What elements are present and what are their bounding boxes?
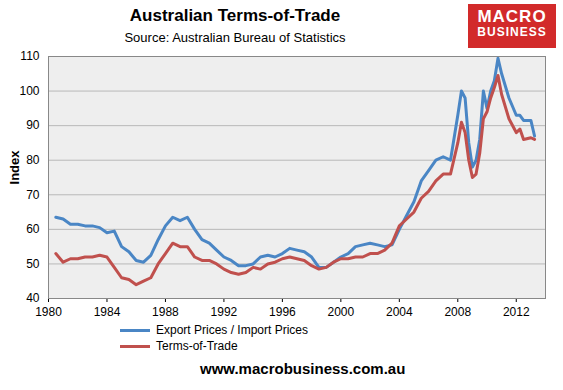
svg-text:80: 80 bbox=[26, 153, 40, 167]
svg-text:1980: 1980 bbox=[35, 305, 62, 319]
html-text:BUSINESS: BUSINESS bbox=[477, 24, 547, 39]
html-text:Australian Terms-of-Trade: Australian Terms-of-Trade bbox=[129, 6, 341, 25]
svg-text:1988: 1988 bbox=[152, 305, 179, 319]
svg-text:70: 70 bbox=[26, 188, 40, 202]
svg-text:2012: 2012 bbox=[503, 305, 530, 319]
html-text:Source: Australian Bureau of S: Source: Australian Bureau of Statistics bbox=[124, 30, 346, 45]
html-text:MACRO: MACRO bbox=[477, 7, 547, 26]
svg-text:100: 100 bbox=[19, 84, 39, 98]
svg-text:2008: 2008 bbox=[444, 305, 471, 319]
svg-text:2000: 2000 bbox=[328, 305, 355, 319]
svg-text:90: 90 bbox=[26, 118, 40, 132]
svg-text:110: 110 bbox=[20, 49, 39, 63]
svg-text:1992: 1992 bbox=[211, 305, 238, 319]
html-text:Index: Index bbox=[6, 150, 22, 185]
svg-text:2004: 2004 bbox=[386, 305, 413, 319]
svg-text:60: 60 bbox=[26, 222, 40, 236]
svg-text:40: 40 bbox=[26, 291, 40, 305]
svg-text:50: 50 bbox=[26, 257, 40, 271]
svg-text:1996: 1996 bbox=[269, 305, 296, 319]
svg-text:1984: 1984 bbox=[94, 305, 121, 319]
html-text:Export Prices / Import Prices: Export Prices / Import Prices bbox=[156, 323, 308, 337]
html-text:Terms-of-Trade: Terms-of-Trade bbox=[156, 339, 238, 353]
html-text:www.macrobusiness.com.au: www.macrobusiness.com.au bbox=[200, 360, 406, 377]
